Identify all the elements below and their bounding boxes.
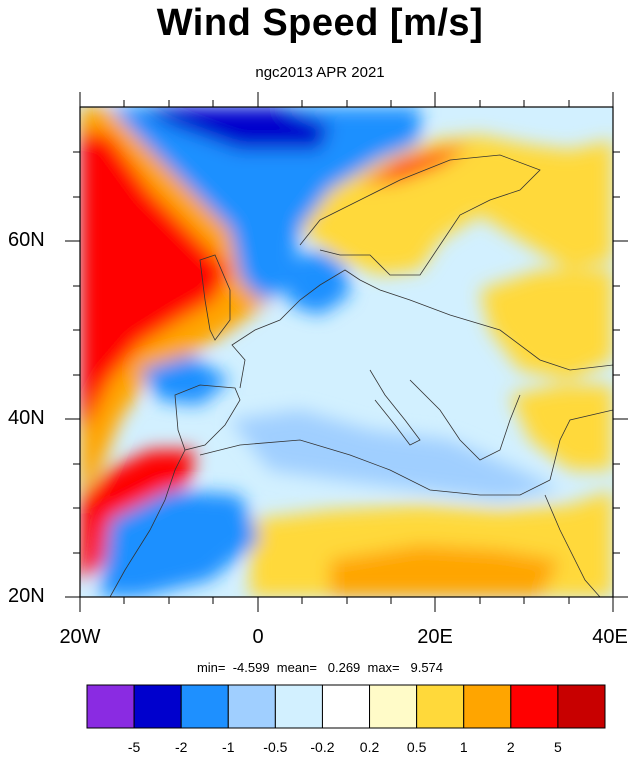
x-tick-label: 40E — [592, 626, 628, 648]
colorbar-label: -0.5 — [263, 739, 288, 755]
colorbar-swatch — [416, 684, 465, 729]
colorbar-swatch — [86, 684, 135, 729]
region-biscay-blue — [140, 355, 230, 405]
coast-britain — [199, 254, 231, 341]
colorbar — [86, 684, 606, 729]
colorbar-label: -0.2 — [310, 739, 335, 755]
map-title: Wind Speed [m/s] — [156, 2, 484, 44]
region-norwegian-sea — [110, 107, 420, 300]
y-tick-label: 20N — [8, 585, 45, 607]
coast-italy — [369, 369, 421, 446]
x-tick-label: 20E — [417, 626, 453, 648]
colorbar-label: -1 — [222, 739, 235, 755]
coast-red-sea — [544, 494, 601, 597]
colorbar-label: 0.5 — [406, 739, 427, 755]
region-arctic-dark — [140, 107, 330, 150]
region-sahara-orange — [330, 545, 560, 597]
region-norway-red — [360, 145, 470, 185]
coast-north-africa — [199, 439, 551, 496]
region-eastern-europe — [480, 270, 613, 380]
coast-levant — [549, 409, 613, 481]
map-subtitle: ngc2013 APR 2021 — [255, 64, 385, 81]
colorbar-swatch — [463, 684, 512, 729]
colorbar-label: 1 — [459, 739, 468, 755]
colorbar-swatch — [369, 684, 418, 729]
y-tick-label: 40N — [8, 407, 45, 429]
coast-iberia — [174, 384, 241, 451]
region-scandinavia — [300, 135, 613, 275]
region-anatolia — [510, 385, 613, 470]
coast-scandinavia — [299, 154, 541, 276]
coast-balkans — [409, 379, 521, 461]
colorbar-label: -5 — [127, 739, 141, 755]
wind-anomaly-field — [80, 107, 613, 597]
region-atlantic-red — [80, 130, 230, 430]
region-west-africa-blue — [100, 490, 260, 597]
axis-ticks — [65, 92, 628, 612]
coast-west-africa — [109, 449, 186, 597]
x-tick-label: 0 — [252, 626, 264, 648]
colorbar-swatch — [227, 684, 276, 729]
colorbar-label: -2 — [174, 739, 188, 755]
colorbar-label: 5 — [554, 739, 562, 755]
region-mediterranean — [230, 410, 560, 500]
coastlines — [109, 154, 613, 597]
colorbar-swatch — [510, 684, 559, 729]
colorbar-label: 0.2 — [359, 739, 380, 755]
colorbar-label: 2 — [506, 739, 515, 755]
colorbar-swatch — [321, 684, 371, 729]
colorbar-swatch — [274, 684, 323, 729]
colorbar-swatch — [133, 684, 182, 729]
y-tick-label: 60N — [8, 229, 45, 251]
colorbar-swatch — [180, 684, 229, 729]
stats-line: min= -4.599 mean= 0.269 max= 9.574 — [196, 660, 444, 675]
colorbar-swatch — [557, 684, 606, 729]
coast-western-europe — [231, 269, 613, 389]
x-tick-label: 20W — [59, 626, 101, 648]
